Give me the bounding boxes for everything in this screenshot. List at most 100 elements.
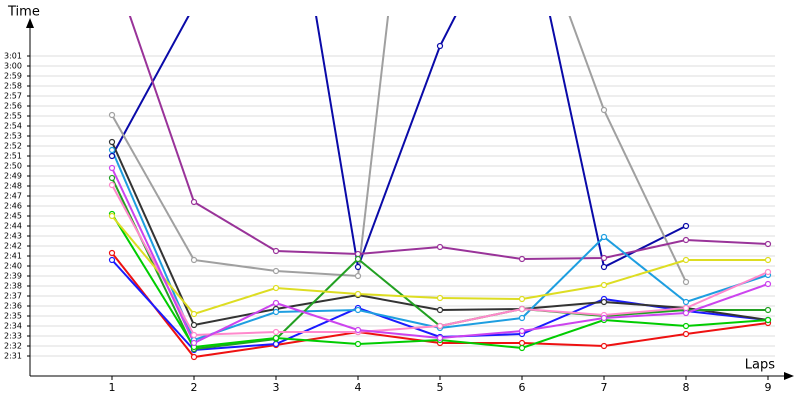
point	[354, 340, 362, 348]
x-axis-label: Laps	[745, 358, 775, 373]
point	[518, 314, 526, 322]
point	[436, 42, 444, 50]
point	[600, 263, 608, 271]
point	[682, 222, 690, 230]
point	[272, 284, 280, 292]
y-tick-label: 2:37	[4, 292, 22, 301]
point	[108, 111, 116, 119]
y-tick-label: 2:42	[4, 242, 22, 251]
y-tick-label: 2:31	[4, 352, 22, 361]
y-tick-label: 3:01	[4, 52, 22, 61]
point	[190, 321, 198, 329]
point	[518, 339, 526, 347]
point	[682, 236, 690, 244]
plot-area	[108, 4, 772, 361]
point	[518, 344, 526, 352]
point	[272, 328, 280, 336]
point	[600, 298, 608, 306]
point	[108, 249, 116, 257]
x-tick-label: 4	[355, 381, 362, 394]
point	[108, 181, 116, 189]
point	[600, 314, 608, 322]
point	[272, 334, 280, 342]
point	[764, 268, 772, 276]
point	[272, 308, 280, 316]
y-tick-label: 2:49	[4, 172, 22, 181]
y-tick-label: 2:34	[4, 322, 22, 331]
y-tick-label: 2:35	[4, 312, 22, 321]
y-axis-label: Time	[7, 5, 40, 20]
point	[764, 306, 772, 314]
y-tick-label: 2:32	[4, 342, 22, 351]
x-tick-label: 1	[109, 381, 116, 394]
y-tick-label: 2:40	[4, 262, 22, 271]
point	[436, 294, 444, 302]
series-line	[128, 16, 769, 261]
point	[600, 233, 608, 241]
point	[436, 322, 444, 330]
point	[190, 198, 198, 206]
y-tick-label: 2:56	[4, 102, 22, 111]
series-line	[111, 16, 687, 283]
point	[764, 316, 772, 324]
point	[108, 212, 116, 220]
point	[190, 310, 198, 318]
y-tick-label: 2:47	[4, 192, 22, 201]
x-tick-label: 3	[273, 381, 280, 394]
point	[190, 353, 198, 361]
y-arrow	[26, 18, 34, 28]
point	[518, 255, 526, 263]
point	[436, 334, 444, 342]
point	[682, 298, 690, 306]
y-tick-label: 2:43	[4, 232, 22, 241]
point	[600, 342, 608, 350]
point	[272, 340, 280, 348]
y-tick-label: 2:44	[4, 222, 22, 231]
x-tick-label: 9	[765, 381, 772, 394]
point	[682, 256, 690, 264]
point	[354, 272, 362, 280]
point	[192, 4, 197, 9]
point	[108, 138, 116, 146]
point	[682, 278, 690, 286]
y-tick-label: 2:46	[4, 202, 22, 211]
y-tick-label: 2:57	[4, 92, 22, 101]
point	[354, 326, 362, 334]
y-tick-label: 2:59	[4, 72, 22, 81]
point	[190, 256, 198, 264]
y-tick-label: 2:48	[4, 182, 22, 191]
point	[354, 306, 362, 314]
point	[436, 306, 444, 314]
y-tick-label: 2:55	[4, 112, 22, 121]
series-line	[111, 16, 687, 271]
point	[354, 255, 362, 263]
point	[108, 146, 116, 154]
point	[600, 254, 608, 262]
point	[518, 327, 526, 335]
point	[108, 152, 116, 160]
y-tick-label: 3:00	[4, 62, 22, 71]
point	[518, 305, 526, 313]
x-arrow	[784, 372, 794, 380]
point	[600, 106, 608, 114]
y-tick-label: 2:41	[4, 252, 22, 261]
y-tick-label: 2:33	[4, 332, 22, 341]
point	[682, 309, 690, 317]
point	[108, 164, 116, 172]
y-tick-label: 2:45	[4, 212, 22, 221]
y-tick-label: 2:38	[4, 282, 22, 291]
point	[682, 322, 690, 330]
point	[600, 281, 608, 289]
x-tick-label: 5	[437, 381, 444, 394]
y-tick-label: 2:51	[4, 152, 22, 161]
y-tick-label: 2:39	[4, 272, 22, 281]
point	[108, 256, 116, 264]
point	[354, 250, 362, 258]
y-tick-label: 2:54	[4, 122, 22, 131]
point	[272, 267, 280, 275]
y-tick-label: 2:50	[4, 162, 22, 171]
y-tick-label: 2:52	[4, 142, 22, 151]
y-tick-label: 2:58	[4, 82, 22, 91]
point	[354, 290, 362, 298]
